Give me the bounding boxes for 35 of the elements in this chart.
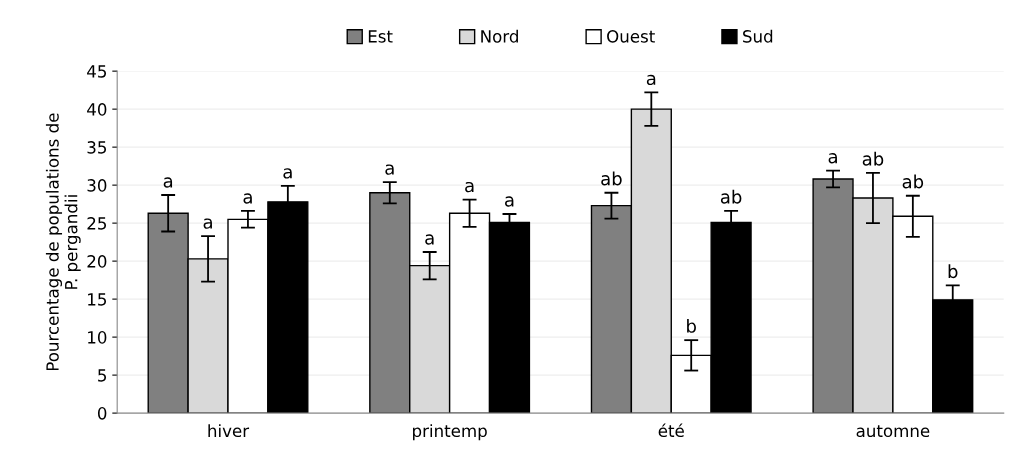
legend-label: Nord [481,29,518,43]
legend-label: Sud [743,29,773,43]
y-tick-label: 0 [97,407,107,420]
x-tick-label: automne [856,425,930,438]
data-label: ab [862,151,884,166]
data-label: a [828,153,837,164]
y-tick-label: 25 [87,217,107,230]
x-tick-label: printemp [413,424,487,441]
x-tick-label: été [658,423,684,438]
data-label: b [948,264,958,279]
data-label: ab [720,189,742,204]
data-label: a [505,196,514,207]
y-tick-label: 30 [87,179,107,192]
y-tick-label: 20 [87,255,107,268]
data-label: a [646,74,656,86]
x-tick-label: hiver [208,424,250,438]
y-tick-label: 35 [87,141,107,154]
y-tick-label: 5 [98,369,107,382]
legend-label: Ouest [607,30,655,43]
y-axis-title: Pourcentage de populations de P. pergandii [45,113,81,371]
data-label: a [425,234,434,245]
data-label: a [465,181,474,193]
data-label: a [203,218,212,229]
data-label: ab [902,174,924,189]
y-tick-label: 10 [88,331,107,344]
data-label: a [163,177,173,188]
data-label: b [687,318,696,333]
y-tick-label: 45 [87,65,107,78]
y-tick-label: 40 [87,103,107,116]
data-label: ab [601,171,622,186]
data-label: a [283,168,292,179]
data-label: a [385,164,394,175]
legend-label: Est [368,30,393,43]
data-label: a [243,193,252,204]
y-tick-label: 15 [88,293,107,306]
